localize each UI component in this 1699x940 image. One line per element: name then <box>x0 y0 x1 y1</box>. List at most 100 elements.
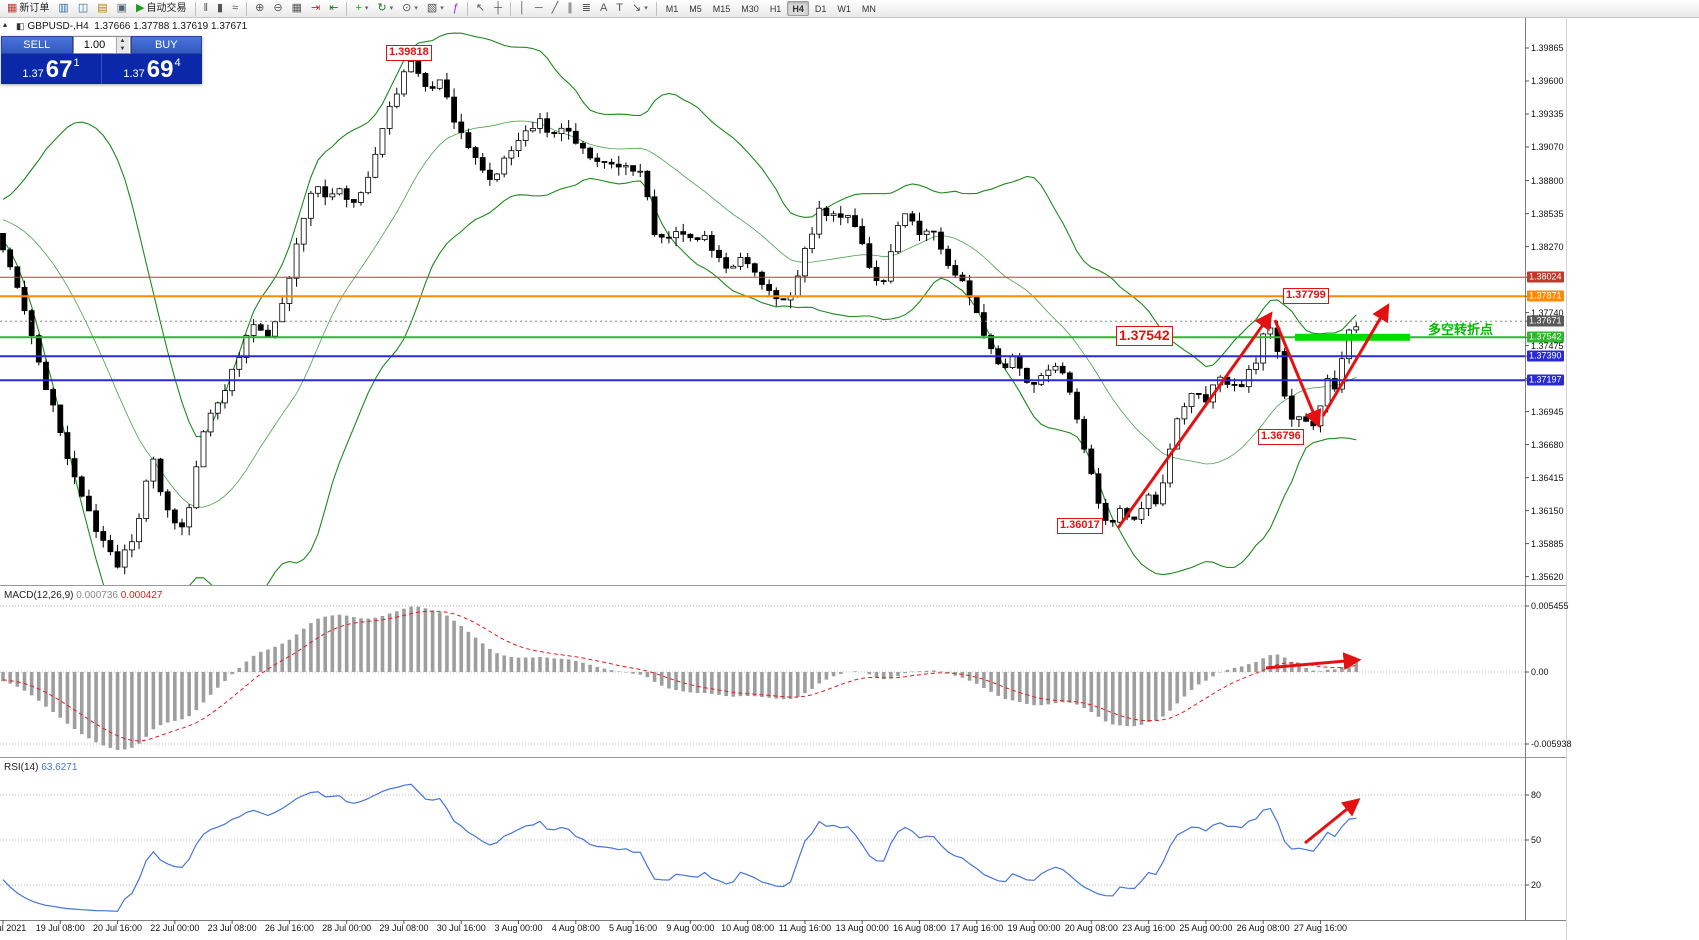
profiles-button[interactable]: ↻ ▾ <box>373 1 397 17</box>
candle-body <box>1195 392 1202 395</box>
bar-chart-icon: ‖ <box>203 2 209 14</box>
timeframe-mn-button[interactable]: MN <box>861 3 876 14</box>
arrows-tool-button[interactable]: ↘ ▾ <box>628 1 652 17</box>
candle-body <box>365 176 372 194</box>
time-axis-label: 25 Aug 00:00 <box>1179 923 1233 933</box>
candlestick-chart-button[interactable]: ▮ <box>213 1 227 17</box>
zoom-in-button[interactable]: ⊕ <box>251 1 268 17</box>
cursor-button[interactable]: ↖ <box>472 1 489 17</box>
new-order-button[interactable]: ▦ 新订单 <box>3 1 53 17</box>
timeframe-m15-button[interactable]: M15 <box>712 3 731 14</box>
candle-body <box>1303 416 1310 422</box>
candle-body <box>329 193 336 198</box>
data-window-button[interactable]: ◫ <box>74 1 92 17</box>
candle-body <box>887 251 894 282</box>
timeframe-d1-button[interactable]: D1 <box>814 3 827 14</box>
terminal-button[interactable]: ▣ <box>113 1 131 17</box>
auto-trading-icon: ▶ <box>136 2 145 14</box>
main-chart-panel[interactable] <box>0 18 1566 585</box>
volume-down-button[interactable]: ▼ <box>116 45 129 53</box>
time-axis-label: 17 Aug 16:00 <box>950 923 1004 933</box>
candle-body <box>250 324 257 336</box>
one-click-panel-toggle-icon[interactable]: ▴ <box>3 20 8 29</box>
candle-body <box>723 257 730 269</box>
indicators-button[interactable]: ƒ <box>449 1 463 17</box>
macd-axis-label: 0.005455 <box>1531 601 1569 611</box>
candle-body <box>494 173 500 180</box>
price-axis-label: 1.37475 <box>1531 340 1564 351</box>
candle-body <box>923 230 930 236</box>
candle-body <box>472 147 479 158</box>
candle-body <box>222 390 228 404</box>
candle-body <box>315 186 321 194</box>
candle-body <box>1095 473 1102 504</box>
channel-button[interactable]: ∥ <box>563 1 577 17</box>
zoom-out-button[interactable]: ⊖ <box>269 1 286 17</box>
tile-windows-button[interactable]: ▦ <box>288 1 306 17</box>
candle-body <box>193 466 200 509</box>
new-order-icon: ▦ <box>7 2 18 14</box>
navigator-button[interactable]: ▤ <box>93 1 111 17</box>
timeframe-m5-button[interactable]: M5 <box>689 3 702 14</box>
timeframe-m1-button[interactable]: M1 <box>665 3 679 14</box>
rsi-panel[interactable] <box>0 759 1566 919</box>
line-chart-button[interactable]: ≈ <box>228 1 242 17</box>
time-axis-label: 5 Aug 16:00 <box>609 923 658 933</box>
time-axis-label: 29 Jul 08:00 <box>379 923 429 933</box>
market-watch-button[interactable]: ▥ <box>54 1 72 17</box>
candle-body <box>572 130 579 144</box>
chart-shift-button[interactable]: ⇤ <box>325 1 342 17</box>
buy-price[interactable]: 1.37 69 4 <box>102 54 202 84</box>
price-axis-label: 1.36945 <box>1531 406 1564 417</box>
timeframe-m30-button[interactable]: M30 <box>741 3 759 14</box>
candle-body <box>1346 329 1352 360</box>
fibonacci-button[interactable]: ≣ <box>578 1 595 17</box>
periods-button[interactable]: ⊙ ▾ <box>398 1 422 17</box>
timeframe-w1-button[interactable]: W1 <box>837 3 851 14</box>
auto-scroll-button[interactable]: ⇥ <box>307 1 324 17</box>
price-axis-label: 1.37740 <box>1531 307 1564 318</box>
horizontal-line-button[interactable]: ─ <box>531 1 547 17</box>
time-axis-label: 20 Jul 16:00 <box>93 923 143 933</box>
candle-body <box>945 248 952 266</box>
buy-button[interactable]: BUY <box>130 36 202 54</box>
volume-input[interactable] <box>73 37 116 53</box>
candle-body <box>107 540 114 553</box>
time-axis-label: 19 Jul 08:00 <box>35 923 85 933</box>
sell-button[interactable]: SELL <box>1 36 73 54</box>
candle-body <box>608 161 615 165</box>
candle-body <box>680 231 687 235</box>
candle-body <box>343 188 350 200</box>
text-label-button[interactable]: T <box>612 1 627 17</box>
candle-body <box>372 153 379 178</box>
sell-price[interactable]: 1.37 67 1 <box>1 54 102 84</box>
vertical-line-button[interactable]: │ <box>515 1 530 17</box>
candle-body <box>1081 418 1088 450</box>
candle-body <box>1160 482 1166 505</box>
candle-body <box>1109 520 1116 523</box>
candle-body <box>1339 358 1345 390</box>
text-button[interactable]: A <box>596 1 611 17</box>
candle-body <box>293 243 300 279</box>
new-chart-button[interactable]: + ▾ <box>351 1 372 17</box>
auto-trading-button[interactable]: ▶ 自动交易 <box>132 1 190 17</box>
chart-shift-icon: ⇤ <box>329 2 339 14</box>
candle-body <box>694 237 701 240</box>
candle-body <box>744 257 751 265</box>
candle-body <box>1167 448 1173 484</box>
crosshair-button[interactable]: ┼ <box>490 1 506 17</box>
trendline-button[interactable]: ╱ <box>548 1 563 17</box>
timeframe-h1-button[interactable]: H1 <box>769 3 782 14</box>
templates-button[interactable]: ▧ ▾ <box>423 1 448 17</box>
timeframe-h4-button[interactable]: H4 <box>787 1 809 16</box>
bollinger-lower-band <box>2 177 1357 585</box>
profiles-icon: ↻ <box>377 2 387 14</box>
bar-chart-button[interactable]: ‖ <box>200 1 213 17</box>
volume-up-button[interactable]: ▲ <box>116 37 129 45</box>
time-axis-label: 22 Jul 00:00 <box>150 923 200 933</box>
candle-body <box>952 265 959 276</box>
volume-box: ▲ ▼ <box>72 36 131 54</box>
candle-body <box>1145 494 1152 509</box>
rsi-axis-label: 50 <box>1531 835 1542 845</box>
